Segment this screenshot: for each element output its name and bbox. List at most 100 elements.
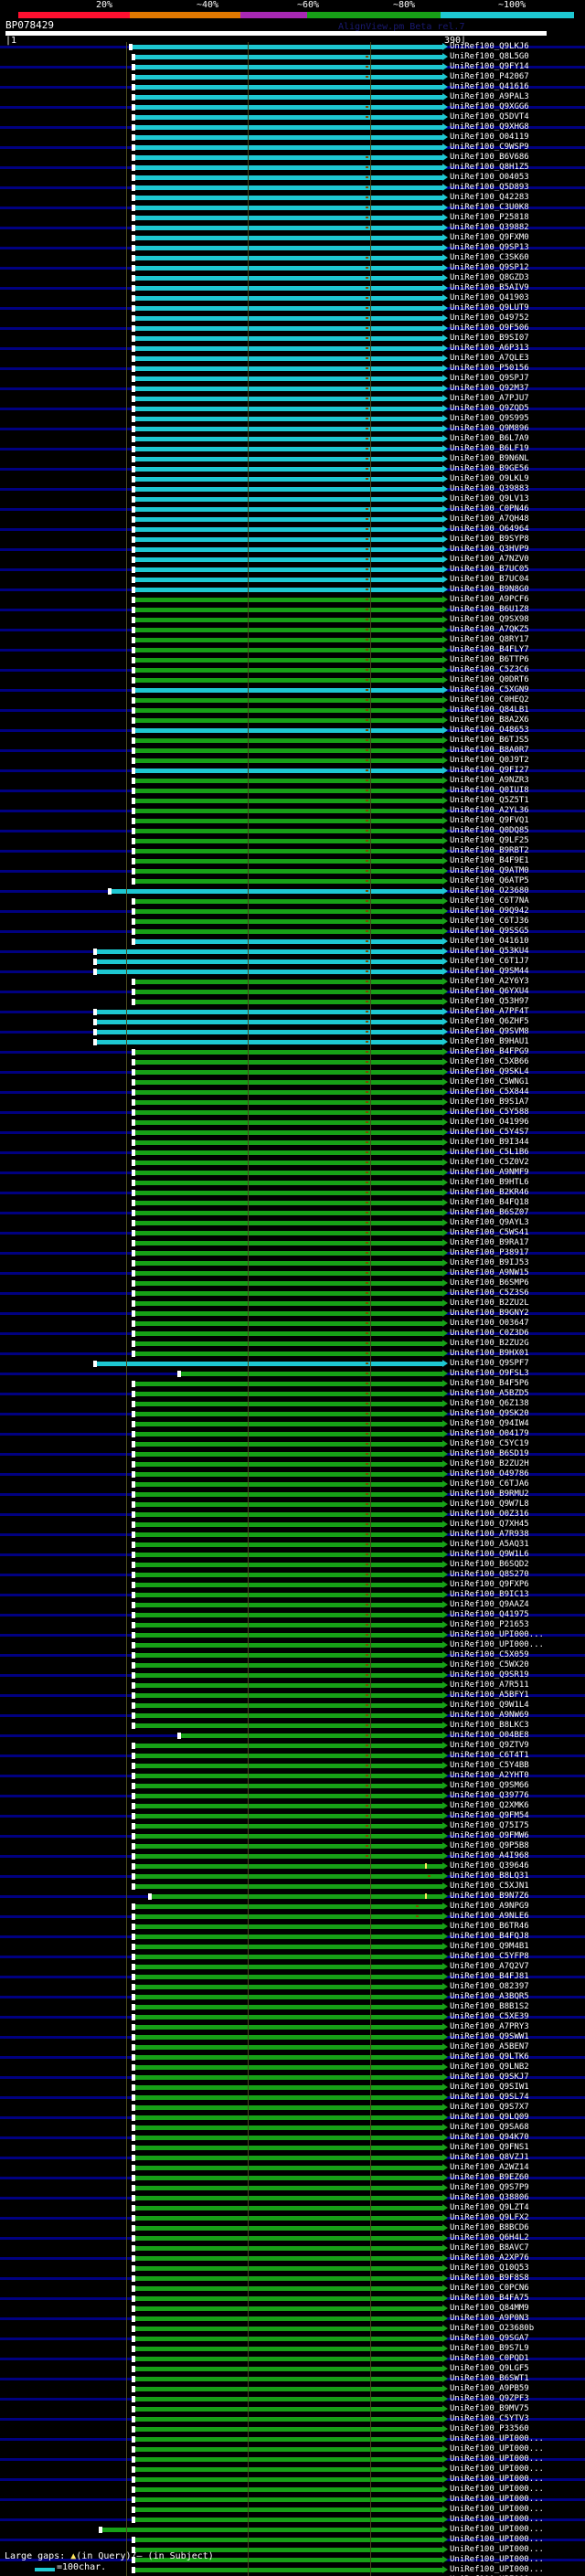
- hit-label[interactable]: UniRef100_Q39776: [450, 1791, 529, 1800]
- hsp-bar[interactable]: [133, 809, 442, 813]
- hit-label[interactable]: UniRef100_B4FLY7: [450, 645, 529, 654]
- hit-label[interactable]: UniRef100_Q9FI27: [450, 766, 529, 775]
- hit-row[interactable]: UniRef100_A7PF4T: [0, 1007, 585, 1017]
- hit-row[interactable]: UniRef100_UPI000...: [0, 2545, 585, 2555]
- hsp-bar[interactable]: [133, 2035, 442, 2040]
- hit-row[interactable]: UniRef100_Q9FVQ1: [0, 816, 585, 826]
- hit-row[interactable]: UniRef100_A9NZR3: [0, 776, 585, 786]
- hit-row[interactable]: UniRef100_Q94IW4: [0, 1419, 585, 1429]
- hit-label[interactable]: UniRef100_Q9AAZ4: [450, 1600, 529, 1609]
- hit-label[interactable]: UniRef100_Q9AYL3: [450, 1218, 529, 1227]
- hit-label[interactable]: UniRef100_Q9SGA7: [450, 2334, 529, 2343]
- hsp-bar[interactable]: [133, 1241, 442, 1246]
- hsp-bar[interactable]: [133, 1432, 442, 1436]
- hit-label[interactable]: UniRef100_A9PCF6: [450, 595, 529, 604]
- hit-label[interactable]: UniRef100_B7UC04: [450, 575, 529, 584]
- hit-row[interactable]: UniRef100_UPI000...: [0, 1640, 585, 1650]
- hit-row[interactable]: UniRef100_Q8S270: [0, 1570, 585, 1580]
- hit-label[interactable]: UniRef100_A5BZD5: [450, 1389, 529, 1398]
- hit-row[interactable]: UniRef100_B4FJ81: [0, 1972, 585, 1982]
- hit-label[interactable]: UniRef100_Q9LTK6: [450, 2052, 529, 2062]
- hsp-bar[interactable]: [133, 1130, 442, 1135]
- hit-row[interactable]: UniRef100_Q9M4B1: [0, 1942, 585, 1952]
- hsp-bar[interactable]: [133, 1161, 442, 1165]
- hsp-bar[interactable]: [133, 2518, 442, 2522]
- hsp-bar[interactable]: [133, 2538, 442, 2542]
- hit-label[interactable]: UniRef100_O49786: [450, 1469, 529, 1479]
- hit-label[interactable]: UniRef100_UPI000...: [450, 2495, 544, 2504]
- hit-label[interactable]: UniRef100_B4FA75: [450, 2294, 529, 2303]
- hsp-bar[interactable]: [133, 2437, 442, 2442]
- hsp-bar[interactable]: [133, 477, 442, 482]
- hsp-bar[interactable]: [133, 879, 442, 884]
- hsp-bar[interactable]: [133, 2276, 442, 2281]
- hsp-bar[interactable]: [133, 1794, 442, 1798]
- hit-label[interactable]: UniRef100_Q9LQ09: [450, 2113, 529, 2122]
- hit-row[interactable]: UniRef100_B9RA17: [0, 1238, 585, 1248]
- hsp-bar[interactable]: [133, 1442, 442, 1447]
- hit-label[interactable]: UniRef100_UPI000...: [450, 2535, 544, 2544]
- hit-label[interactable]: UniRef100_A7NZV0: [450, 555, 529, 564]
- hit-label[interactable]: UniRef100_O9FMW6: [450, 1831, 529, 1840]
- hsp-bar[interactable]: [133, 718, 442, 723]
- hit-row[interactable]: UniRef100_Q9SVM8: [0, 1027, 585, 1037]
- hit-row[interactable]: UniRef100_B9I344: [0, 1138, 585, 1148]
- hit-row[interactable]: UniRef100_C9WSP9: [0, 143, 585, 153]
- hit-row[interactable]: UniRef100_UPI000...: [0, 2495, 585, 2505]
- hit-label[interactable]: UniRef100_Q8H1Z5: [450, 163, 529, 172]
- hsp-bar[interactable]: [133, 578, 442, 582]
- hsp-bar[interactable]: [133, 1402, 442, 1406]
- hit-row[interactable]: UniRef100_Q9SKL4: [0, 1067, 585, 1077]
- hsp-bar[interactable]: [133, 316, 442, 321]
- hsp-bar[interactable]: [133, 1713, 442, 1718]
- hit-label[interactable]: UniRef100_B2KR46: [450, 1188, 529, 1197]
- hit-row[interactable]: UniRef100_Q6YXU4: [0, 987, 585, 997]
- hsp-bar[interactable]: [133, 356, 442, 361]
- hsp-bar[interactable]: [133, 2296, 442, 2301]
- hit-label[interactable]: UniRef100_Q53H97: [450, 997, 529, 1006]
- hit-row[interactable]: UniRef100_B8BCD6: [0, 2223, 585, 2233]
- hsp-bar[interactable]: [133, 829, 442, 833]
- hit-label[interactable]: UniRef100_B9HTL6: [450, 1178, 529, 1187]
- hit-row[interactable]: UniRef100_B9IC13: [0, 1590, 585, 1600]
- hit-label[interactable]: UniRef100_Q39646: [450, 1861, 529, 1871]
- hit-row[interactable]: UniRef100_UPI000...: [0, 2565, 585, 2575]
- hsp-bar[interactable]: [133, 336, 442, 341]
- hit-row[interactable]: UniRef100_Q42283: [0, 193, 585, 203]
- hit-row[interactable]: UniRef100_A5AQ31: [0, 1540, 585, 1550]
- hsp-bar[interactable]: [133, 1804, 442, 1808]
- hsp-bar[interactable]: [133, 1935, 442, 1939]
- hsp-bar[interactable]: [133, 165, 442, 170]
- hit-label[interactable]: UniRef100_O04119: [450, 133, 529, 142]
- hit-row[interactable]: UniRef100_B6TR46: [0, 1922, 585, 1932]
- hit-row[interactable]: UniRef100_C0PQD1: [0, 2354, 585, 2364]
- hit-label[interactable]: UniRef100_C0Z3D6: [450, 1329, 529, 1338]
- hit-label[interactable]: UniRef100_Q0J9T2: [450, 756, 529, 765]
- hit-row[interactable]: UniRef100_B2KR46: [0, 1188, 585, 1198]
- hsp-bar[interactable]: [133, 2306, 442, 2311]
- hsp-bar[interactable]: [133, 2427, 442, 2432]
- hsp-bar[interactable]: [133, 2206, 442, 2210]
- hsp-bar[interactable]: [133, 2236, 442, 2241]
- hsp-bar[interactable]: [133, 2387, 442, 2391]
- hsp-bar[interactable]: [133, 527, 442, 532]
- hsp-bar[interactable]: [133, 1703, 442, 1708]
- hit-row[interactable]: UniRef100_Q9FXP6: [0, 1580, 585, 1590]
- hit-row[interactable]: UniRef100_B6SWT1: [0, 2374, 585, 2384]
- hit-row[interactable]: UniRef100_B8AVC7: [0, 2243, 585, 2253]
- hsp-bar[interactable]: [133, 1452, 442, 1457]
- hsp-bar[interactable]: [133, 2477, 442, 2482]
- hsp-bar[interactable]: [133, 507, 442, 512]
- hsp-bar[interactable]: [133, 547, 442, 552]
- hit-label[interactable]: UniRef100_Q9SX98: [450, 615, 529, 624]
- hit-label[interactable]: UniRef100_Q9LF25: [450, 836, 529, 845]
- hit-row[interactable]: UniRef100_Q9ZTV9: [0, 1741, 585, 1751]
- hit-label[interactable]: UniRef100_B6SD19: [450, 1449, 529, 1458]
- hit-label[interactable]: UniRef100_C6T7NA: [450, 896, 529, 906]
- hit-row[interactable]: UniRef100_O9LKL9: [0, 474, 585, 484]
- hit-label[interactable]: UniRef100_B9GE56: [450, 464, 529, 473]
- hit-label[interactable]: UniRef100_B9GNY2: [450, 1309, 529, 1318]
- hsp-bar[interactable]: [133, 1412, 442, 1416]
- hit-label[interactable]: UniRef100_Q7XH45: [450, 1520, 529, 1529]
- hit-row[interactable]: UniRef100_Q9XGG6: [0, 102, 585, 112]
